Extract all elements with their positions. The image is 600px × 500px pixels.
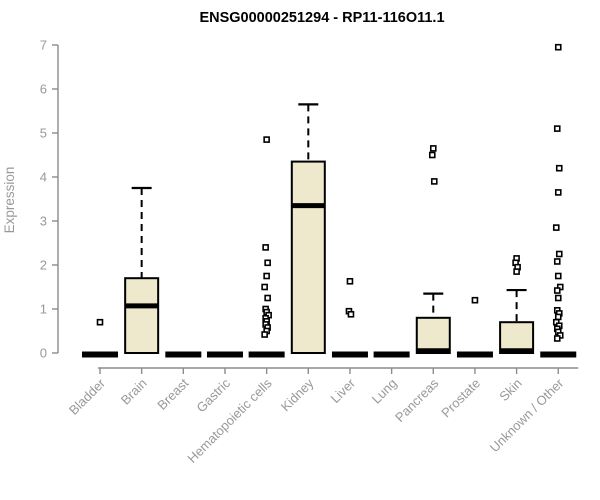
outliers-hematopoietic-cells xyxy=(261,136,272,338)
outliers-pancreas xyxy=(428,145,438,185)
box-group-kidney: Kidney xyxy=(278,103,326,414)
x-tick-label: Bladder xyxy=(66,375,109,418)
outlier-point xyxy=(555,164,563,172)
box xyxy=(290,160,326,354)
x-tick-label: Pancreas xyxy=(392,375,442,425)
y-tick-label: 7 xyxy=(40,38,47,53)
y-axis-title: Expression xyxy=(2,167,17,234)
y-tick-label: 0 xyxy=(40,346,47,361)
box xyxy=(499,321,535,355)
outlier-point xyxy=(263,272,270,280)
box-group-bladder: Bladder xyxy=(66,318,118,418)
outlier-point xyxy=(261,331,268,338)
box-group-prostate: Prostate xyxy=(438,296,493,421)
box-group-brain: Brain xyxy=(118,186,160,408)
y-tick-label: 1 xyxy=(40,302,47,317)
outlier-point xyxy=(471,296,479,304)
collapsed-box xyxy=(206,351,243,358)
box xyxy=(124,277,160,355)
outlier-point xyxy=(264,294,271,302)
x-tick-label: Breast xyxy=(154,375,191,412)
box-group-pancreas: Pancreas xyxy=(392,145,451,425)
outlier-point xyxy=(263,136,270,143)
x-tick-label: Gastric xyxy=(193,375,233,415)
outlier-point xyxy=(554,313,562,321)
chart-title: ENSG00000251294 - RP11-116O11.1 xyxy=(199,10,444,26)
outlier-point xyxy=(552,224,560,231)
outliers-bladder xyxy=(96,318,104,326)
outlier-point xyxy=(96,318,104,326)
y-tick-label: 5 xyxy=(40,126,47,141)
box xyxy=(415,316,451,354)
x-tick-label: Lung xyxy=(369,376,400,407)
collapsed-box xyxy=(331,351,368,358)
collapsed-box xyxy=(165,351,202,358)
outlier-point xyxy=(554,43,562,51)
x-tick-label: Unknown / Other xyxy=(487,375,567,455)
box-group-hematopoietic-cells: Hematopoietic cells xyxy=(184,136,285,466)
x-tick-label: Brain xyxy=(118,376,150,408)
y-tick-label: 4 xyxy=(40,170,47,185)
y-tick-label: 2 xyxy=(40,258,47,273)
outlier-point xyxy=(553,335,561,342)
x-tick-label: Liver xyxy=(328,375,359,406)
outlier-point xyxy=(553,258,561,265)
y-tick-label: 3 xyxy=(40,214,47,229)
x-tick-label: Prostate xyxy=(438,376,483,421)
outliers-skin xyxy=(512,255,521,275)
outlier-point xyxy=(262,244,269,251)
outlier-point xyxy=(513,268,520,275)
collapsed-box xyxy=(248,351,285,358)
outlier-point xyxy=(553,287,561,294)
outlier-point xyxy=(264,259,271,267)
y-tick-label: 6 xyxy=(40,82,47,97)
outlier-point xyxy=(555,250,563,258)
outlier-point xyxy=(554,294,562,302)
outlier-point xyxy=(429,145,437,152)
collapsed-box xyxy=(82,351,118,358)
outlier-point xyxy=(430,178,438,185)
outlier-point xyxy=(347,310,355,318)
outliers-unknown-other xyxy=(552,43,564,342)
outlier-point xyxy=(554,189,562,196)
box-group-liver: Liver xyxy=(328,277,368,406)
outliers-liver xyxy=(345,277,355,318)
outlier-point xyxy=(346,277,354,285)
collapsed-box xyxy=(456,351,493,358)
box-group-skin: Skin xyxy=(496,255,535,404)
outlier-point xyxy=(553,125,561,132)
outlier-point xyxy=(554,272,562,280)
outlier-point xyxy=(428,151,436,159)
outlier-point xyxy=(261,283,268,291)
plot-area: 0 1 2 3 4 5 6 7 Bladder Brain Breast GastricHematop… xyxy=(40,38,579,466)
x-tick-label: Kidney xyxy=(278,375,317,414)
collapsed-box xyxy=(373,351,410,358)
outliers-prostate xyxy=(471,296,479,304)
box-group-lung: Lung xyxy=(369,351,410,407)
collapsed-box xyxy=(540,351,577,358)
x-tick-label: Skin xyxy=(496,376,524,404)
